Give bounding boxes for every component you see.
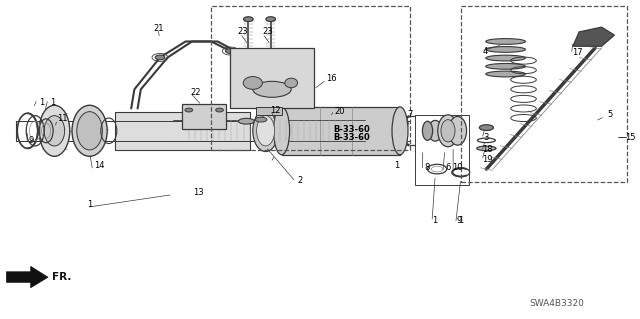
Ellipse shape [477,146,496,151]
Text: 3: 3 [484,133,489,142]
Text: 1: 1 [39,98,44,107]
Ellipse shape [72,105,108,156]
Text: 1: 1 [50,98,55,107]
Text: 19: 19 [483,155,493,164]
Text: 6: 6 [445,163,451,172]
Ellipse shape [257,116,275,146]
Text: 8: 8 [425,163,430,172]
Ellipse shape [255,117,267,122]
Text: 15: 15 [625,133,636,142]
Ellipse shape [44,116,65,146]
Bar [282,107,400,155]
Ellipse shape [486,63,525,69]
Text: 23: 23 [262,27,273,36]
Text: B-33-60: B-33-60 [333,133,369,142]
Text: 20: 20 [334,107,344,116]
Text: 2: 2 [297,176,302,185]
Text: 12: 12 [270,106,280,115]
Ellipse shape [266,17,275,22]
Bar [115,112,250,150]
Ellipse shape [428,121,442,141]
Ellipse shape [238,118,255,124]
Text: 1: 1 [433,216,438,225]
Text: B-33-60: B-33-60 [333,125,369,134]
Ellipse shape [486,71,525,77]
Ellipse shape [285,78,298,88]
Bar [211,6,410,150]
Ellipse shape [486,47,525,52]
Text: SWA4B3320: SWA4B3320 [529,299,584,308]
Ellipse shape [243,17,253,22]
Text: 23: 23 [238,27,248,36]
Text: 14: 14 [94,161,104,170]
Ellipse shape [486,55,525,61]
Text: 4: 4 [483,47,488,56]
Text: 21: 21 [154,24,164,33]
Ellipse shape [422,121,433,140]
Text: 10: 10 [452,163,463,172]
Text: 16: 16 [326,74,337,83]
Ellipse shape [253,110,278,152]
Ellipse shape [39,105,70,156]
Ellipse shape [274,107,290,155]
Ellipse shape [155,55,165,60]
Ellipse shape [77,112,102,150]
Text: 22: 22 [190,88,200,97]
Bar [256,107,282,115]
Ellipse shape [216,108,223,112]
Text: 11: 11 [58,114,68,122]
Text: 1: 1 [87,200,92,209]
Bar [230,48,314,108]
Ellipse shape [253,81,291,97]
Ellipse shape [441,120,455,142]
Text: 17: 17 [572,48,582,57]
Ellipse shape [479,125,493,130]
Bar [182,104,226,129]
Polygon shape [6,266,48,288]
Text: 9: 9 [457,216,462,225]
Ellipse shape [185,108,193,112]
Ellipse shape [392,107,408,155]
Ellipse shape [248,74,258,79]
Text: 18: 18 [483,145,493,154]
Ellipse shape [243,77,262,89]
Text: 1: 1 [458,216,463,225]
Text: 9: 9 [28,136,33,145]
Polygon shape [573,27,614,46]
Ellipse shape [225,49,236,54]
Text: 1: 1 [394,161,399,170]
Text: 13: 13 [193,189,204,197]
Ellipse shape [449,116,467,145]
Text: 5: 5 [607,110,612,119]
Ellipse shape [438,115,458,147]
Bar [461,6,627,182]
Text: 7: 7 [407,110,412,119]
Text: FR.: FR. [52,272,72,282]
Ellipse shape [486,39,525,44]
Bar [415,115,469,185]
